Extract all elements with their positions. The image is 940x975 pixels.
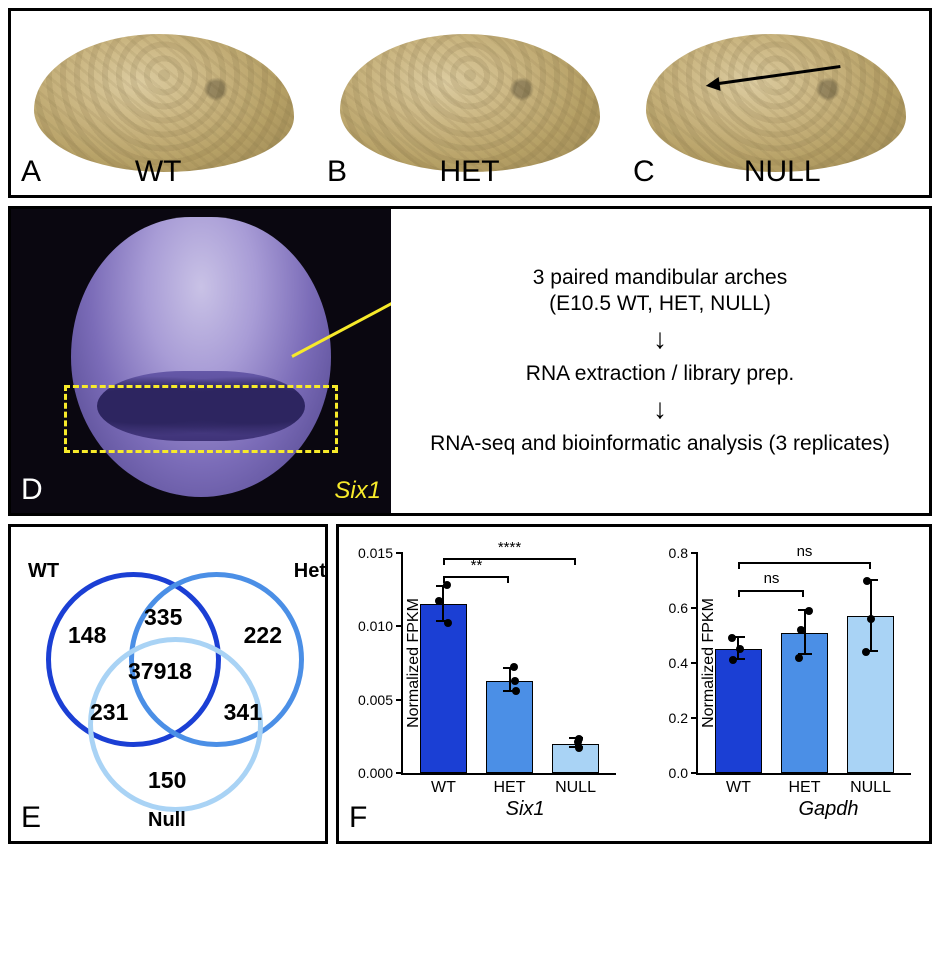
venn-null-only: 150 xyxy=(148,767,186,794)
bar-wt xyxy=(420,604,467,773)
data-point xyxy=(512,687,520,695)
ytick xyxy=(691,717,698,719)
data-point xyxy=(862,648,870,656)
xlabel-null: NULL xyxy=(847,773,894,797)
sig-bracket xyxy=(443,558,575,560)
panel-ef-row: WT Het Null 148 222 150 335 231 341 3791… xyxy=(8,524,932,844)
flow-step-1: 3 paired mandibular arches (E10.5 WT, HE… xyxy=(533,265,787,318)
errorbar-het xyxy=(509,669,511,692)
dashed-roi-box xyxy=(64,385,338,453)
bar-het xyxy=(486,681,533,773)
panel-e: WT Het Null 148 222 150 335 231 341 3791… xyxy=(8,524,328,844)
venn-label-wt: WT xyxy=(28,560,59,583)
ytick-label: 0.0 xyxy=(669,765,688,781)
xlabel-wt: WT xyxy=(420,773,467,797)
panel-d-group: Six1 D 3 paired mandibular arches (E10.5… xyxy=(8,206,932,516)
venn-label-null: Null xyxy=(148,809,186,832)
ytick-label: 0.010 xyxy=(358,618,393,634)
gene-label-six1: Six1 xyxy=(334,477,381,505)
flow-arrow-icon: ↓ xyxy=(653,395,667,423)
flow-step-2: RNA extraction / library prep. xyxy=(526,361,794,387)
ytick-label: 0.4 xyxy=(669,655,688,671)
venn-het-null: 341 xyxy=(224,699,262,726)
data-point xyxy=(797,626,805,634)
ytick xyxy=(396,699,403,701)
panel-letter-a: A xyxy=(21,155,41,189)
sig-label: **** xyxy=(498,539,521,556)
sig-bracket xyxy=(738,562,870,564)
data-point xyxy=(575,735,583,743)
figure-root: A WT B HET C NULL Six1 D 3 paired mandib… xyxy=(0,0,940,852)
sig-bracket xyxy=(738,590,804,592)
flow-arrow-icon: ↓ xyxy=(653,325,667,353)
panel-letter-d: D xyxy=(21,473,43,507)
panel-abc-group: A WT B HET C NULL xyxy=(8,8,932,198)
sig-label: ns xyxy=(797,543,813,560)
embryo-null xyxy=(646,34,906,172)
ytick-label: 0.8 xyxy=(669,545,688,561)
data-point xyxy=(435,597,443,605)
ytick-label: 0.6 xyxy=(669,600,688,616)
ytick xyxy=(691,662,698,664)
data-point xyxy=(729,656,737,664)
data-point xyxy=(510,663,518,671)
panel-b: B HET xyxy=(317,11,623,195)
panel-c: C NULL xyxy=(623,11,929,195)
charts-container: 0.0000.0050.0100.015Normalized FPKMWTHET… xyxy=(339,527,929,841)
venn-label-het: Het xyxy=(294,560,326,583)
flow-step-3: RNA-seq and bioinformatic analysis (3 re… xyxy=(430,431,890,457)
genotype-wt: WT xyxy=(135,155,182,189)
panel-letter-c: C xyxy=(633,155,655,189)
embryo-het xyxy=(340,34,600,172)
barchart-six1: 0.0000.0050.0100.015Normalized FPKMWTHET… xyxy=(339,527,634,841)
ytick-label: 0.005 xyxy=(358,692,393,708)
venn-wt-only: 148 xyxy=(68,622,106,649)
genotype-het: HET xyxy=(440,155,500,189)
panel-letter-e: E xyxy=(21,801,41,835)
ytick xyxy=(691,607,698,609)
panel-d-image: Six1 D xyxy=(11,209,391,513)
plot-area-gapdh: 0.00.20.40.60.8Normalized FPKMWTHETNULLn… xyxy=(696,553,911,775)
errorbar-wt xyxy=(442,587,444,622)
data-point xyxy=(805,607,813,615)
xlabel-het: HET xyxy=(486,773,533,797)
ytick-label: 0.2 xyxy=(669,710,688,726)
ytick xyxy=(396,772,403,774)
barchart-gapdh: 0.00.20.40.60.8Normalized FPKMWTHETNULLn… xyxy=(634,527,929,841)
data-point xyxy=(511,677,519,685)
data-point xyxy=(867,615,875,623)
sig-label: ns xyxy=(764,570,780,587)
bar-wt xyxy=(715,649,762,773)
venn-wt-het: 335 xyxy=(144,604,182,631)
data-point xyxy=(736,645,744,653)
ytick xyxy=(396,552,403,554)
sig-bracket xyxy=(443,576,509,578)
panel-f: 0.0000.0050.0100.015Normalized FPKMWTHET… xyxy=(336,524,932,844)
xlabel-het: HET xyxy=(781,773,828,797)
data-point xyxy=(444,619,452,627)
data-point xyxy=(728,634,736,642)
data-point xyxy=(795,654,803,662)
xlabel-wt: WT xyxy=(715,773,762,797)
panel-letter-b: B xyxy=(327,155,347,189)
ytick xyxy=(691,552,698,554)
xlabel-null: NULL xyxy=(552,773,599,797)
venn-het-only: 222 xyxy=(244,622,282,649)
panel-a: A WT xyxy=(11,11,317,195)
ytick xyxy=(691,772,698,774)
plot-area-six1: 0.0000.0050.0100.015Normalized FPKMWTHET… xyxy=(401,553,616,775)
venn-diagram: WT Het Null 148 222 150 335 231 341 3791… xyxy=(28,554,308,814)
venn-wt-null: 231 xyxy=(90,699,128,726)
data-point xyxy=(863,577,871,585)
venn-all: 37918 xyxy=(128,658,192,685)
panel-letter-f: F xyxy=(349,801,367,835)
embryo-wt xyxy=(34,34,294,172)
gene-title: Gapdh xyxy=(798,798,858,821)
workflow: 3 paired mandibular arches (E10.5 WT, HE… xyxy=(391,209,929,513)
gene-title: Six1 xyxy=(506,798,545,821)
ytick-label: 0.015 xyxy=(358,545,393,561)
ytick-label: 0.000 xyxy=(358,765,393,781)
ytick xyxy=(396,625,403,627)
genotype-null: NULL xyxy=(744,155,821,189)
